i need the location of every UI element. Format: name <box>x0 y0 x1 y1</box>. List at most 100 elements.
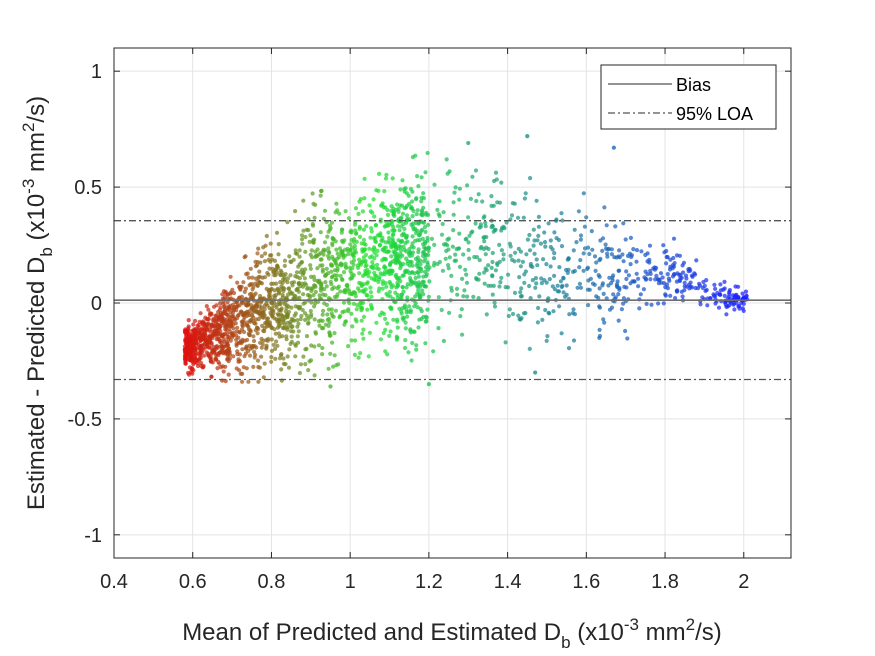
data-point <box>405 261 410 266</box>
data-point <box>673 296 678 301</box>
data-point <box>303 234 308 240</box>
data-point <box>388 329 393 334</box>
data-point <box>381 330 386 336</box>
data-point <box>454 286 460 291</box>
data-point <box>457 186 462 191</box>
data-point <box>247 343 252 348</box>
data-point <box>264 233 269 239</box>
data-point <box>503 340 508 345</box>
data-point <box>320 263 325 268</box>
data-point <box>416 288 421 293</box>
data-point <box>561 290 566 295</box>
data-point <box>436 212 441 217</box>
data-point <box>281 314 286 319</box>
data-point <box>364 281 369 286</box>
data-point <box>601 291 606 296</box>
data-point <box>540 317 545 322</box>
data-point <box>242 311 248 316</box>
data-point <box>680 294 685 299</box>
data-point <box>307 239 312 244</box>
data-point <box>401 289 406 294</box>
data-point <box>594 260 599 265</box>
data-point <box>398 187 403 192</box>
data-point <box>421 220 427 225</box>
data-point <box>367 203 372 208</box>
data-point <box>426 222 431 227</box>
data-point <box>302 276 307 281</box>
data-point <box>209 374 214 379</box>
data-point <box>490 292 495 297</box>
data-point <box>219 313 224 318</box>
data-point <box>415 291 420 296</box>
data-point <box>352 237 357 242</box>
data-point <box>239 341 244 346</box>
data-point <box>407 304 412 309</box>
data-point <box>693 285 698 291</box>
data-point <box>331 364 336 369</box>
data-point <box>312 215 317 220</box>
data-point <box>274 339 279 344</box>
data-point <box>258 340 263 345</box>
data-point <box>554 218 559 223</box>
data-point <box>215 366 220 371</box>
data-point <box>182 354 188 359</box>
data-point <box>723 302 729 307</box>
data-point <box>424 319 429 324</box>
data-point <box>359 318 364 323</box>
data-point <box>654 273 659 278</box>
data-point <box>295 304 301 309</box>
data-point <box>401 273 406 278</box>
data-point <box>410 199 415 204</box>
data-point <box>677 253 683 258</box>
legend-bias-label: Bias <box>676 75 711 95</box>
data-point <box>244 366 249 371</box>
data-point <box>276 252 281 257</box>
data-point <box>334 247 339 252</box>
data-point <box>285 315 290 320</box>
data-point <box>290 283 295 288</box>
data-point <box>460 276 465 281</box>
data-point <box>520 259 526 264</box>
data-point <box>605 251 610 256</box>
data-point <box>208 311 213 316</box>
data-point <box>404 233 409 238</box>
data-point <box>210 317 216 322</box>
data-point <box>499 275 504 280</box>
data-point <box>383 257 388 262</box>
data-point <box>660 275 665 280</box>
data-point <box>372 256 377 261</box>
data-point <box>427 265 432 270</box>
data-point <box>498 280 503 285</box>
data-point <box>250 275 255 280</box>
data-point <box>416 280 421 285</box>
data-point <box>631 247 636 252</box>
data-point <box>542 240 548 245</box>
data-point <box>338 273 343 278</box>
data-point <box>413 153 418 158</box>
data-point <box>684 276 689 281</box>
data-point <box>360 331 365 336</box>
data-point <box>571 338 577 343</box>
data-point <box>482 239 487 244</box>
data-point <box>489 265 494 270</box>
data-point <box>544 262 549 267</box>
data-point <box>194 341 199 346</box>
data-point <box>330 236 335 242</box>
data-point <box>351 301 356 306</box>
data-point <box>418 258 423 263</box>
data-point <box>634 248 640 253</box>
data-point <box>462 288 467 293</box>
data-point <box>466 240 471 245</box>
data-point <box>343 319 349 324</box>
data-point <box>216 337 221 342</box>
data-point <box>402 247 407 252</box>
data-point <box>369 294 374 299</box>
data-point <box>499 248 504 253</box>
data-point <box>671 255 676 261</box>
data-point <box>357 261 362 266</box>
data-point <box>590 247 595 252</box>
data-point <box>341 289 347 294</box>
data-point <box>269 337 274 342</box>
data-point <box>310 191 315 196</box>
data-point <box>394 337 399 342</box>
